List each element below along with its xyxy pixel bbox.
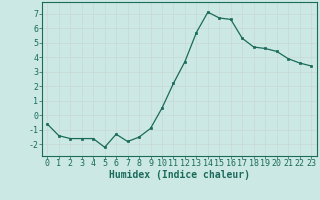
X-axis label: Humidex (Indice chaleur): Humidex (Indice chaleur) (109, 170, 250, 180)
